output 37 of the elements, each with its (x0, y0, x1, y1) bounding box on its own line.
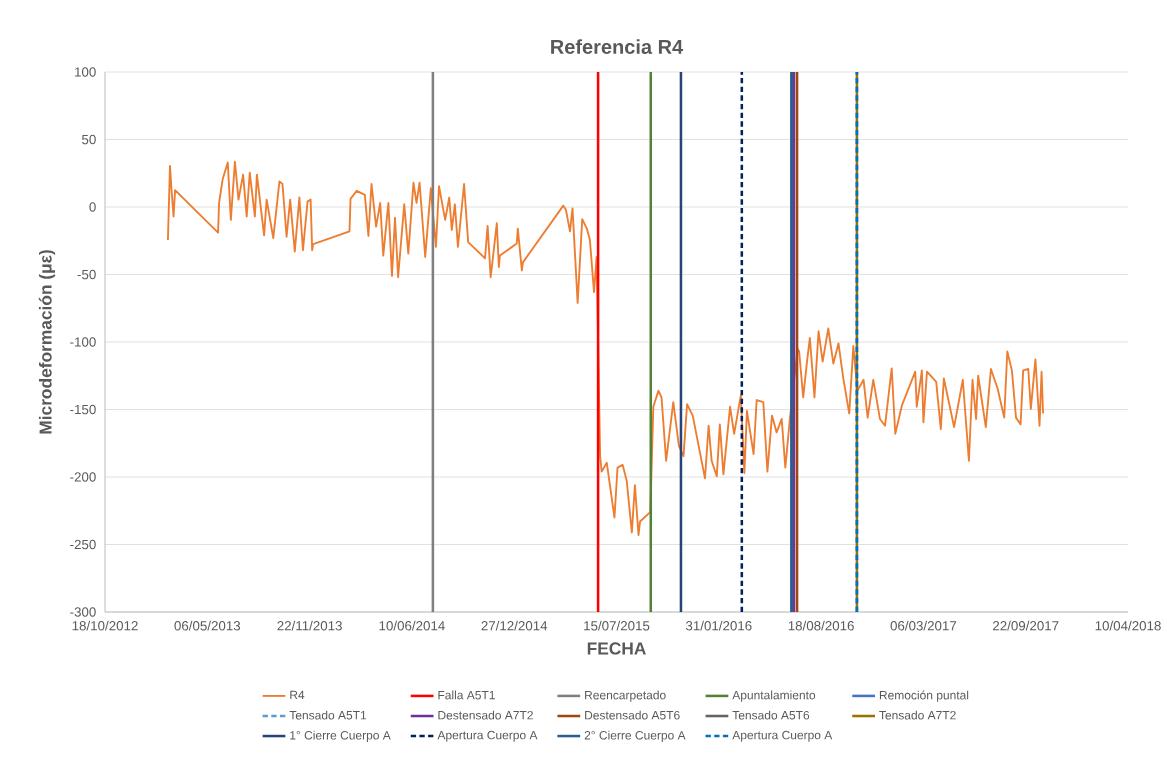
legend-label: Destensado A7T2 (438, 710, 533, 720)
chart-title: Referencia R4 (551, 39, 684, 54)
legend-label: R4 (290, 690, 305, 700)
y-tick-label: -250 (70, 539, 96, 550)
legend-label: Destensado A5T6 (585, 710, 680, 720)
y-tick-label: 50 (82, 134, 96, 145)
y-tick-label: 0 (89, 202, 96, 212)
legend-label: Falla A5T1 (438, 690, 495, 700)
legend-label: Reencarpetado (585, 690, 666, 702)
x-tick-label: 22/09/2017 (993, 620, 1059, 631)
y-axis-title: Microdeformación (με) (38, 250, 56, 434)
y-tick-label: 100 (75, 67, 96, 77)
y-tick-label: -100 (70, 337, 96, 347)
x-tick-label: 27/12/2014 (481, 620, 548, 631)
y-tick-label: -50 (77, 269, 96, 280)
x-tick-label: 06/03/2017 (890, 620, 957, 631)
x-axis-title: FECHA (587, 642, 646, 655)
legend-label: Apertura Cuerpo A (437, 730, 538, 742)
x-tick-label: 18/08/2016 (788, 620, 854, 631)
y-tick-label: -150 (70, 404, 96, 415)
x-tick-label: 06/05/2013 (174, 620, 241, 631)
y-tick-label: -300 (70, 607, 96, 617)
legend-label: Remoción puntal (879, 690, 969, 702)
legend-label: Apuntalamiento (732, 690, 816, 702)
y-tick-label: -200 (70, 472, 96, 482)
legend-label: Tensado A7T2 (879, 710, 956, 720)
legend-label: Apertura Cuerpo A (732, 730, 833, 742)
x-tick-label: 10/06/2014 (379, 620, 445, 631)
x-tick-label: 31/01/2016 (685, 620, 752, 631)
x-tick-label: 18/10/2012 (72, 620, 138, 631)
legend-label: Tensado A5T6 (732, 710, 810, 720)
x-tick-label: 15/07/2015 (584, 620, 650, 631)
legend-label: 2° Cierre Cuerpo A (584, 730, 686, 742)
legend-label: 1° Cierre Cuerpo A (290, 730, 391, 742)
legend-label: Tensado A5T1 (289, 710, 367, 720)
x-tick-label: 22/11/2013 (277, 620, 342, 631)
x-tick-label: 10/04/2018 (1095, 620, 1161, 631)
